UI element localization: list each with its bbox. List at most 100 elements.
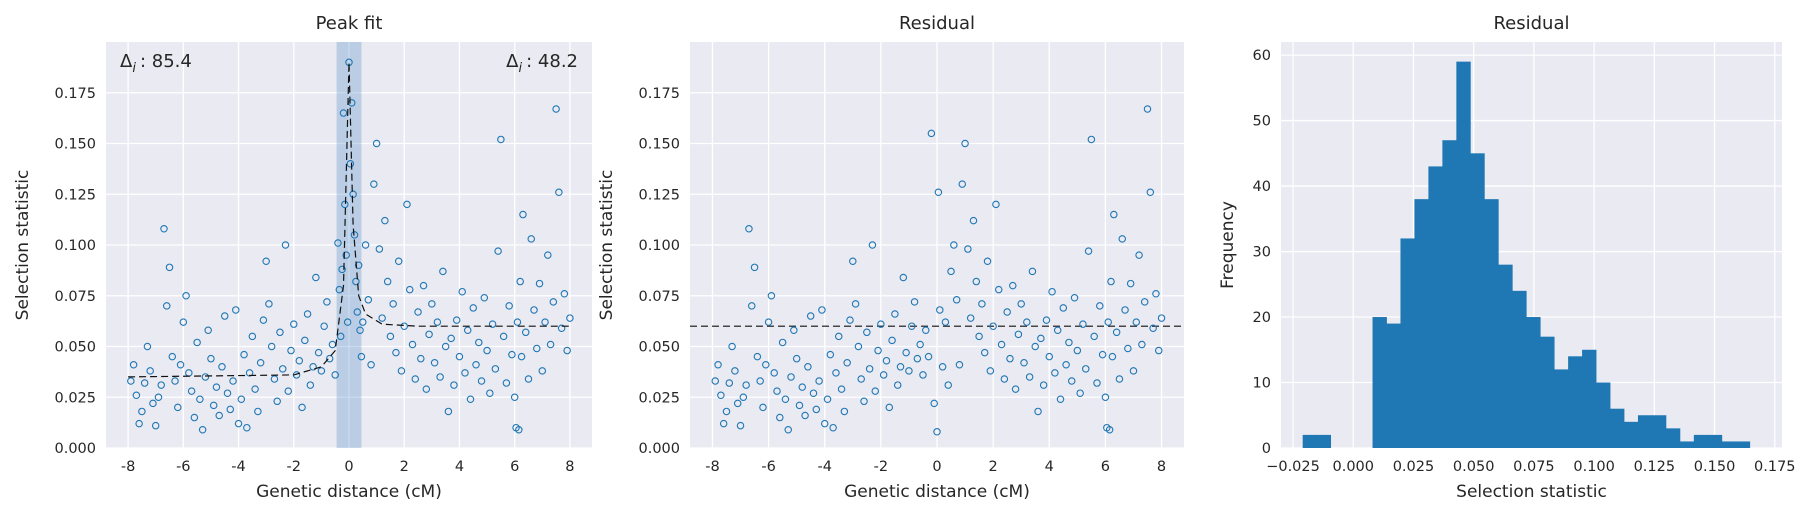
data-point <box>992 200 1000 209</box>
data-point <box>400 322 408 330</box>
data-point <box>742 381 750 389</box>
data-point <box>146 367 154 375</box>
data-point <box>220 312 229 320</box>
data-point <box>209 401 218 410</box>
data-point <box>392 348 400 357</box>
data-point <box>240 350 248 359</box>
data-point <box>826 350 835 359</box>
data-point <box>349 190 357 199</box>
data-point <box>223 389 232 397</box>
data-point <box>947 267 955 276</box>
chart-panel-2: -8 -6 -4 -2 0 2 4 6 8 0.000 0.025 0.050 0.075 0.100 0.… <box>597 13 1184 502</box>
data-point <box>1082 365 1090 373</box>
data-point <box>1154 346 1163 355</box>
data-point <box>1037 334 1045 343</box>
data-point <box>502 379 511 387</box>
x-tick-label: 0.175 <box>1754 459 1796 475</box>
data-point <box>549 298 558 306</box>
data-point <box>491 365 500 373</box>
data-point <box>463 326 472 335</box>
data-point <box>913 354 922 363</box>
y-tick-label: 30 <box>1253 245 1271 261</box>
data-point <box>1126 279 1135 288</box>
x-tick-label: -4 <box>231 459 245 475</box>
data-point <box>535 279 544 288</box>
data-point <box>320 322 328 330</box>
data-point <box>1115 375 1124 383</box>
data-point <box>1138 340 1146 349</box>
data-point <box>135 419 143 428</box>
data-point <box>860 397 868 406</box>
histogram-bar <box>1302 434 1318 448</box>
data-point <box>753 352 762 361</box>
data-point <box>997 340 1006 349</box>
data-point <box>888 336 896 345</box>
data-point <box>994 285 1003 294</box>
data-point <box>557 324 566 332</box>
data-point <box>767 291 776 300</box>
data-point <box>234 419 243 428</box>
x-tick-label: 6 <box>510 459 519 475</box>
data-point <box>1132 318 1141 326</box>
data-point <box>798 383 807 391</box>
data-point <box>516 277 524 286</box>
histogram-bar <box>1414 199 1429 448</box>
x-tick-label: 8 <box>565 459 574 475</box>
data-point <box>896 363 905 371</box>
data-point <box>714 361 722 369</box>
y-tick-label: 0.050 <box>54 340 96 356</box>
data-point <box>736 421 745 430</box>
data-point <box>488 320 497 328</box>
x-tick-label: -6 <box>176 459 190 475</box>
data-point <box>770 369 778 377</box>
data-point <box>1009 281 1017 290</box>
data-point <box>422 385 431 393</box>
data-point <box>276 328 284 337</box>
data-point <box>1031 342 1039 351</box>
data-point <box>1014 330 1023 339</box>
y-axis-label: Selection statistic <box>597 170 617 321</box>
data-point <box>174 403 182 412</box>
data-point <box>510 393 519 401</box>
data-point <box>1093 379 1101 387</box>
histogram-bar <box>1470 153 1485 449</box>
data-point <box>129 361 138 369</box>
data-point <box>832 369 840 377</box>
histogram-bar <box>1707 434 1723 448</box>
data-point <box>854 342 863 351</box>
data-point <box>517 352 526 361</box>
data-point <box>955 361 964 369</box>
data-point <box>924 352 933 361</box>
y-tick-label: 0.000 <box>54 441 96 457</box>
data-point <box>1140 298 1149 306</box>
data-point <box>711 377 720 385</box>
data-point <box>469 304 478 312</box>
y-axis-label: Frequency <box>1218 201 1238 289</box>
x-tick-label: 0.150 <box>1694 459 1736 475</box>
data-point <box>1101 393 1110 401</box>
annotation-value: : 85.4 <box>140 51 192 72</box>
data-point <box>149 399 157 408</box>
x-tick-label: 2 <box>989 459 998 475</box>
histogram-bar <box>1568 356 1583 448</box>
data-point <box>527 235 535 243</box>
data-point <box>541 318 549 326</box>
data-point <box>790 326 798 335</box>
x-tick-label: 0.050 <box>1453 459 1495 475</box>
data-point <box>1011 385 1020 393</box>
data-point <box>781 395 790 404</box>
data-point <box>919 371 927 379</box>
data-point <box>357 352 366 361</box>
data-point <box>916 340 924 349</box>
data-point <box>809 389 818 397</box>
data-point <box>1104 318 1112 326</box>
data-point <box>218 363 226 371</box>
data-point <box>212 383 221 391</box>
data-point <box>717 391 725 399</box>
data-point <box>823 395 832 404</box>
y-tick-label: 0.175 <box>638 86 680 102</box>
data-point <box>364 296 373 304</box>
data-point <box>338 265 346 274</box>
data-point <box>204 326 212 335</box>
x-tick-label: 2 <box>400 459 409 475</box>
